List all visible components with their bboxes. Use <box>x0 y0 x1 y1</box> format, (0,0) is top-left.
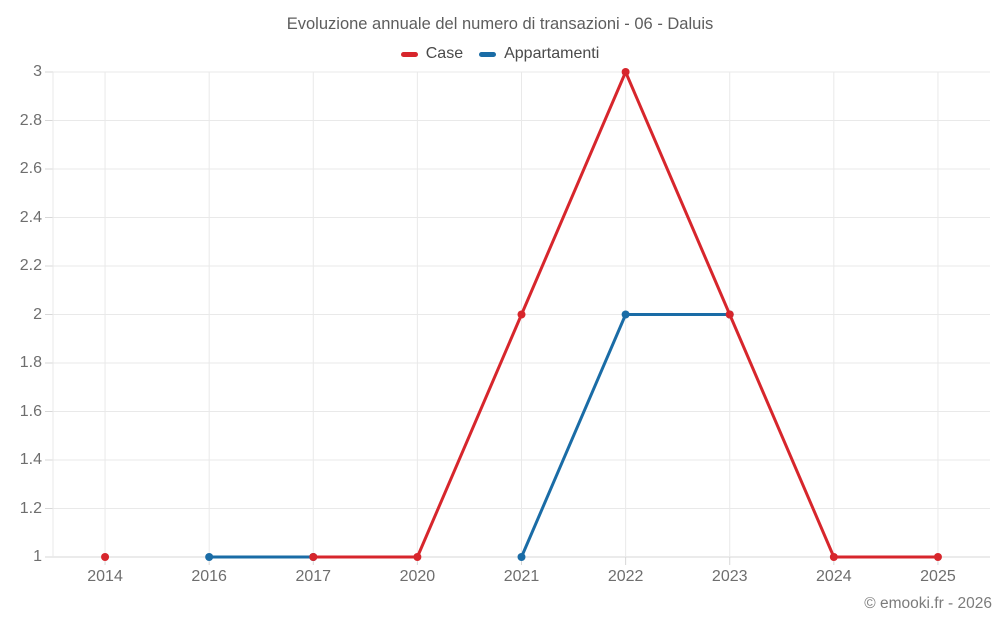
y-tick-label: 2.2 <box>19 257 42 274</box>
legend-label-appartamenti: Appartamenti <box>504 45 600 62</box>
y-tick-label: 2.6 <box>19 160 42 177</box>
point-case-2021[interactable] <box>517 310 526 319</box>
y-tick-label: 1.2 <box>19 499 42 517</box>
y-tick-label: 1.6 <box>19 402 42 420</box>
x-tick-label: 2025 <box>920 568 956 585</box>
x-tick-label: 2020 <box>399 568 436 585</box>
point-case-2014[interactable] <box>101 553 110 561</box>
y-tick-label: 2 <box>33 305 42 323</box>
x-tick-label: 2023 <box>711 568 748 585</box>
x-tick-label: 2022 <box>607 568 644 585</box>
y-tick-label: 1.8 <box>19 354 42 371</box>
x-tick-label: 2014 <box>87 568 123 585</box>
y-tick-label: 1 <box>33 548 42 565</box>
point-case-2025[interactable] <box>933 553 942 561</box>
point-case-2020[interactable] <box>413 553 422 561</box>
y-tick-label: 1.4 <box>19 451 42 468</box>
x-tick-label: 2021 <box>503 568 540 585</box>
legend-item-appartamenti[interactable]: Appartamenti <box>479 45 599 63</box>
y-tick-label: 2.8 <box>19 111 42 129</box>
credit-text: © emooki.fr - 2026 <box>864 595 992 612</box>
point-case-2023[interactable] <box>725 310 734 319</box>
y-tick-label: 2.4 <box>19 208 42 226</box>
x-tick-label: 2017 <box>295 568 332 585</box>
y-tick-label: 3 <box>33 63 42 80</box>
legend-swatch-appartamenti <box>479 51 497 57</box>
point-appartamenti-2022[interactable] <box>621 310 630 319</box>
point-appartamenti-2016[interactable] <box>205 553 214 561</box>
point-appartamenti-2021[interactable] <box>517 553 526 561</box>
x-tick-label: 2016 <box>191 568 227 585</box>
point-case-2022[interactable] <box>621 68 630 76</box>
legend-item-case[interactable]: Case <box>400 45 464 63</box>
point-case-2017[interactable] <box>309 553 318 561</box>
x-tick-label: 2024 <box>816 568 852 585</box>
legend: Case Appartamenti <box>0 45 1000 63</box>
legend-swatch-case <box>400 51 418 57</box>
chart-title: Evoluzione annuale del numero di transaz… <box>286 15 714 33</box>
point-case-2024[interactable] <box>829 553 838 561</box>
legend-label-case: Case <box>425 45 464 62</box>
